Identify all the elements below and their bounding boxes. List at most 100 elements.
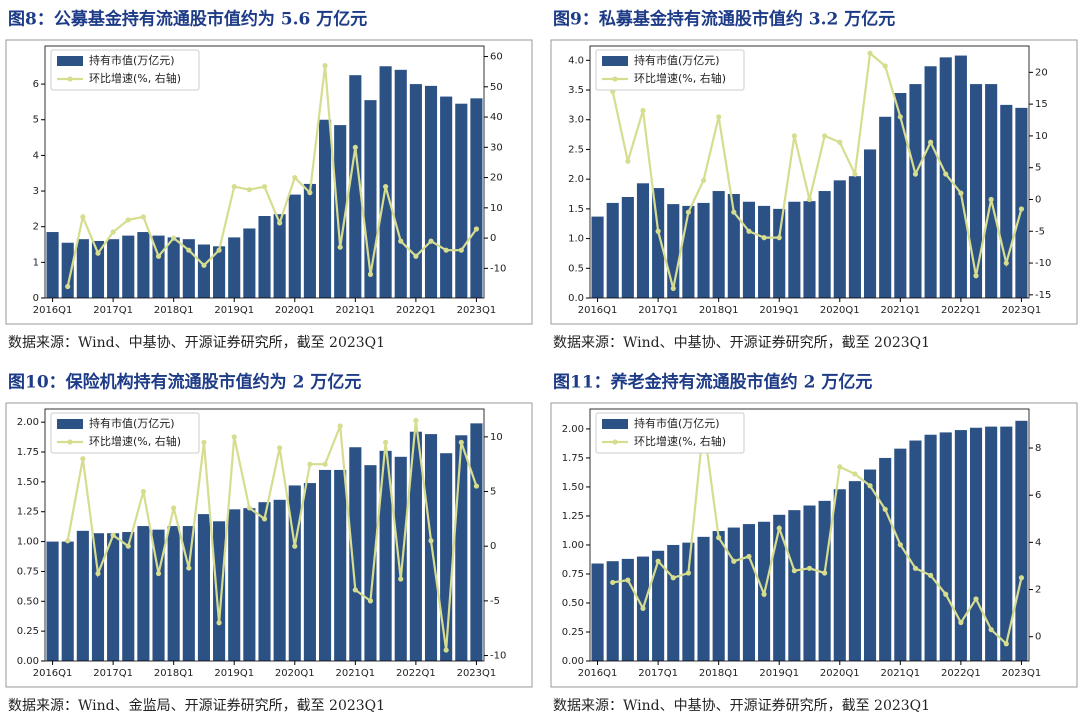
- plot-frame: [44, 45, 485, 299]
- line-marker: [443, 647, 449, 653]
- line-marker: [928, 139, 934, 145]
- legend-label: 环比增速(%, 右轴): [89, 71, 181, 85]
- y-tick-label: 4.0: [568, 55, 584, 66]
- line-marker: [155, 570, 162, 577]
- y-tick-label: 2.5: [568, 144, 584, 155]
- x-tick-label: 2018Q1: [154, 668, 194, 679]
- line-marker: [216, 620, 222, 626]
- bar: [606, 202, 619, 298]
- y2-tick-label: 20: [1035, 67, 1048, 78]
- line-marker: [458, 439, 464, 445]
- y2-tick-label: 20: [490, 173, 503, 184]
- line-marker: [685, 209, 691, 215]
- y-tick-label: 0.75: [562, 569, 584, 580]
- bar: [213, 521, 226, 661]
- bar: [349, 75, 362, 298]
- legend-label: 环比增速(%, 右轴): [634, 71, 726, 85]
- y-tick-label: 5: [33, 115, 39, 126]
- line-marker: [928, 572, 934, 578]
- line-marker: [640, 107, 646, 114]
- bar: [182, 526, 195, 661]
- source-note: 数据来源：Wind、中基协、开源证券研究所，截至 2023Q1: [553, 334, 930, 351]
- line-marker: [307, 190, 313, 196]
- line-marker: [852, 171, 858, 177]
- bar: [636, 183, 650, 298]
- y2-tick-label: 30: [490, 142, 503, 153]
- line-marker: [670, 575, 676, 581]
- y2-tick-label: 0: [1035, 194, 1041, 205]
- line-marker: [443, 247, 449, 253]
- line-marker: [610, 579, 616, 586]
- x-tick-label: 2022Q1: [941, 668, 981, 679]
- line-marker: [292, 174, 298, 181]
- plot-frame: [589, 408, 1030, 662]
- line-marker: [140, 488, 146, 495]
- line-marker: [231, 184, 237, 190]
- line-marker: [186, 565, 192, 571]
- line-marker: [322, 461, 328, 467]
- bar: [455, 103, 468, 299]
- line-marker: [806, 565, 813, 571]
- bar: [591, 563, 604, 661]
- bar: [61, 242, 74, 298]
- bar: [742, 524, 756, 661]
- y-tick-label: 3.0: [568, 115, 584, 126]
- x-tick-label: 2018Q1: [699, 668, 739, 679]
- line-marker: [277, 445, 283, 451]
- bar: [440, 96, 453, 298]
- bar: [894, 93, 907, 298]
- y2-tick-label: 2: [1035, 585, 1041, 596]
- y2-tick-label: 10: [490, 203, 503, 214]
- line: [612, 424, 1023, 646]
- line-marker: [912, 565, 919, 571]
- legend-swatch: [67, 439, 73, 445]
- x-tick-label: 2020Q1: [275, 305, 315, 316]
- bar: [334, 469, 347, 661]
- bar: [76, 239, 89, 298]
- y-tick-label: 1.00: [17, 537, 39, 548]
- bar: [379, 66, 392, 299]
- y2-tick-label: -10: [1035, 258, 1051, 269]
- x-tick-label: 2021Q1: [880, 305, 920, 316]
- y-tick-label: 0.00: [17, 656, 39, 667]
- source-note: 数据来源：Wind、金监局、开源证券研究所，截至 2023Q1: [8, 698, 385, 714]
- bar: [788, 201, 801, 298]
- bar: [1000, 104, 1013, 298]
- bar: [258, 502, 271, 661]
- chart-title: 图8：公募基金持有流通股市值约为 5.6 万亿元: [8, 9, 367, 30]
- bar: [682, 542, 695, 661]
- line-marker: [261, 516, 268, 522]
- plot-frame: [589, 45, 1030, 299]
- line-marker: [655, 558, 661, 564]
- bar: [894, 448, 907, 661]
- y2-tick-label: -15: [1035, 290, 1051, 301]
- line-marker: [473, 226, 480, 232]
- line-marker: [367, 598, 374, 604]
- y2-tick-label: 60: [490, 52, 503, 63]
- legend-label: 持有市值(万亿元): [89, 416, 175, 430]
- line: [611, 51, 1023, 289]
- bar: [712, 531, 725, 661]
- y2-tick-label: 4: [1035, 537, 1041, 548]
- line-marker: [428, 238, 434, 244]
- line-marker: [110, 229, 116, 235]
- bar: [985, 426, 998, 661]
- bar: [621, 196, 634, 298]
- y-tick-label: 1.75: [562, 453, 584, 464]
- y-tick-label: 2.00: [17, 417, 39, 428]
- line-marker: [897, 542, 903, 548]
- bar: [848, 481, 861, 661]
- x-tick-label: 2023Q1: [457, 305, 497, 316]
- line-marker: [80, 214, 86, 220]
- y2-tick-label: 5: [1035, 163, 1041, 174]
- bar: [243, 228, 256, 298]
- bar: [621, 558, 634, 661]
- y2-tick-label: -5: [1035, 226, 1045, 237]
- y-tick-label: 0.25: [562, 627, 584, 638]
- y-tick-label: 1.00: [562, 540, 584, 551]
- y-tick-label: 2.00: [562, 424, 584, 435]
- line-marker: [1018, 575, 1025, 581]
- bar: [667, 544, 680, 661]
- line-marker: [458, 247, 464, 253]
- line-marker: [912, 171, 919, 177]
